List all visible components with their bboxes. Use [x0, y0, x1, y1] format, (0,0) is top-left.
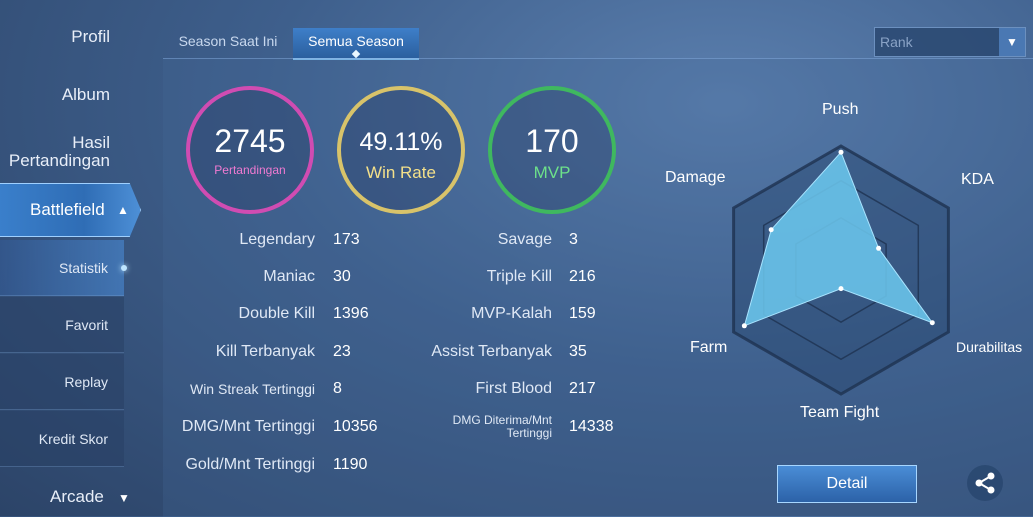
- sidebar-item-album[interactable]: Album: [61, 85, 110, 104]
- radar-point: [838, 286, 844, 292]
- chevron-up-icon: ▲: [117, 203, 129, 217]
- stat-value: 216: [569, 268, 596, 285]
- stat-label: Kill Terbanyak: [215, 343, 315, 360]
- chevron-down-icon: ▼: [999, 28, 1025, 56]
- stat-value: 159: [569, 305, 596, 322]
- sidebar: Profil Album Hasil Pertandingan Battlefi…: [0, 0, 150, 516]
- sidebar-item-statistik[interactable]: Statistik: [0, 240, 127, 296]
- sidebar-item-replay[interactable]: Replay: [0, 354, 124, 410]
- share-icon: [975, 472, 995, 494]
- radar-points: [741, 149, 935, 329]
- matches-circle: 2745 Pertandingan: [186, 86, 314, 214]
- rank-select-value: Rank: [880, 34, 913, 50]
- win-rate-label: Win Rate: [366, 163, 436, 182]
- share-button[interactable]: [967, 465, 1003, 501]
- mvp-value: 170: [525, 123, 579, 159]
- sidebar-item-label: Replay: [64, 374, 108, 390]
- tab-season-saat-ini[interactable]: Season Saat Ini: [178, 33, 278, 49]
- active-tab-indicator: [351, 49, 361, 59]
- radar-point: [768, 227, 774, 233]
- sidebar-item-label: Kredit Skor: [38, 431, 108, 447]
- tab-label: Semua Season: [308, 33, 404, 49]
- sidebar-item-battlefield-label: Battlefield: [30, 200, 105, 219]
- radar-label-damage: Damage: [665, 169, 726, 186]
- stat-label: Legendary: [239, 231, 315, 248]
- stat-value: 217: [569, 380, 596, 397]
- stat-value: 1396: [333, 305, 369, 322]
- stat-value: 30: [333, 268, 351, 285]
- stat-label: Double Kill: [238, 305, 315, 322]
- stat-label: DMG/Mnt Tertinggi: [181, 418, 315, 435]
- stat-label: Win Streak Tertinggi: [189, 381, 315, 397]
- mvp-label: MVP: [533, 163, 571, 182]
- sidebar-item-favorit[interactable]: Favorit: [0, 297, 124, 353]
- stat-value: 8: [333, 380, 342, 397]
- sidebar-item-label: Statistik: [58, 260, 108, 276]
- stat-label: Assist Terbanyak: [431, 343, 552, 360]
- radar-point: [741, 323, 747, 329]
- sidebar-item-label: Favorit: [65, 317, 108, 333]
- win-rate-circle: 49.11% Win Rate: [337, 86, 465, 214]
- stat-label: Savage: [497, 231, 552, 248]
- stat-value: 1190: [333, 456, 368, 473]
- stat-label: First Blood: [475, 380, 552, 397]
- radar-label-team-fight: Team Fight: [800, 404, 880, 421]
- detail-button[interactable]: Detail: [777, 465, 917, 503]
- stat-label: Gold/Mnt Tertinggi: [185, 456, 315, 473]
- radar-label-durabilitas: Durabilitas: [956, 339, 1023, 355]
- stat-value: 35: [569, 343, 587, 360]
- stat-label: MVP-Kalah: [471, 305, 552, 322]
- stat-value: 173: [333, 231, 360, 248]
- active-indicator: [121, 265, 127, 271]
- radar-point: [876, 245, 882, 251]
- tab-semua-season[interactable]: Semua Season: [293, 28, 419, 60]
- sidebar-item-hasil-pertandingan[interactable]: Hasil Pertandingan: [9, 134, 110, 170]
- sidebar-item-label: Hasil: [72, 133, 110, 152]
- sidebar-item-arcade[interactable]: Arcade: [50, 487, 104, 506]
- stat-label: Maniac: [263, 268, 315, 285]
- sidebar-item-kredit-skor[interactable]: Kredit Skor: [0, 411, 124, 467]
- stat-label: Triple Kill: [486, 268, 552, 285]
- radar-label-push: Push: [822, 101, 859, 118]
- sidebar-item-battlefield[interactable]: [0, 183, 141, 237]
- stat-value: 10356: [333, 418, 378, 435]
- radar-grid-ring: [762, 179, 920, 361]
- stat-value: 14338: [569, 418, 614, 435]
- win-rate-value: 49.11%: [359, 128, 443, 156]
- stat-value: 23: [333, 343, 351, 360]
- rank-select[interactable]: Rank ▼: [874, 27, 1026, 57]
- sidebar-item-profil[interactable]: Profil: [71, 27, 110, 46]
- mvp-circle: 170 MVP: [488, 86, 616, 214]
- stat-label: DMG Diterima/Mnt Tertinggi: [452, 413, 552, 440]
- radar-point: [929, 320, 935, 326]
- chevron-down-icon: ▼: [118, 491, 130, 505]
- radar-label-kda: KDA: [961, 171, 994, 188]
- matches-value: 2745: [214, 123, 286, 159]
- stat-value: 3: [569, 231, 578, 248]
- matches-label: Pertandingan: [214, 163, 286, 177]
- radar-chart: [732, 144, 950, 396]
- radar-point: [838, 149, 844, 155]
- radar-label-farm: Farm: [690, 339, 728, 356]
- sidebar-item-label: Pertandingan: [8, 151, 110, 170]
